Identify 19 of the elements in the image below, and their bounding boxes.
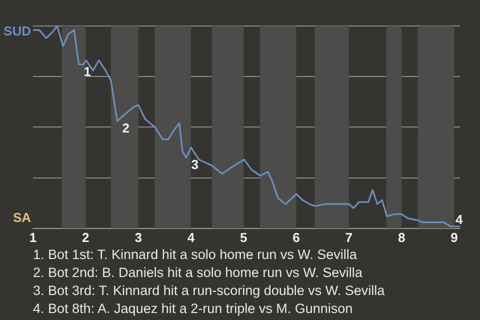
text: SUD — [4, 24, 31, 39]
x-tick-label: 2 — [82, 230, 90, 245]
annotation: 2 — [122, 120, 130, 136]
x-tick-label: 4 — [187, 230, 196, 245]
text: 3. Bot 3rd: T. Kinnard hit a run-scoring double vs W. Sevilla — [33, 282, 385, 300]
annotation: 1 — [84, 64, 92, 80]
text: 4. Bot 8th: A. Jaquez hit a 2-run triple vs M. Gunnison — [33, 300, 354, 318]
x-tick-label: 6 — [292, 230, 300, 245]
text: 1. Bot 1st: T. Kinnard hit a solo home run vs W. Sevilla — [33, 246, 358, 264]
text: 2. Bot 2nd: B. Daniels hit a solo home run vs W. Sevilla — [33, 264, 364, 282]
annotation: 3 — [191, 157, 198, 172]
x-tick-label: 8 — [398, 230, 406, 245]
x-tick-label: 7 — [345, 230, 353, 245]
x-tick-label: 3 — [134, 230, 142, 245]
text: SA — [12, 210, 32, 225]
x-tick-label: 1 — [29, 230, 37, 245]
x-tick-label: 5 — [240, 230, 248, 245]
annotation: 4 — [456, 212, 464, 227]
x-tick-label: 9 — [450, 230, 458, 245]
